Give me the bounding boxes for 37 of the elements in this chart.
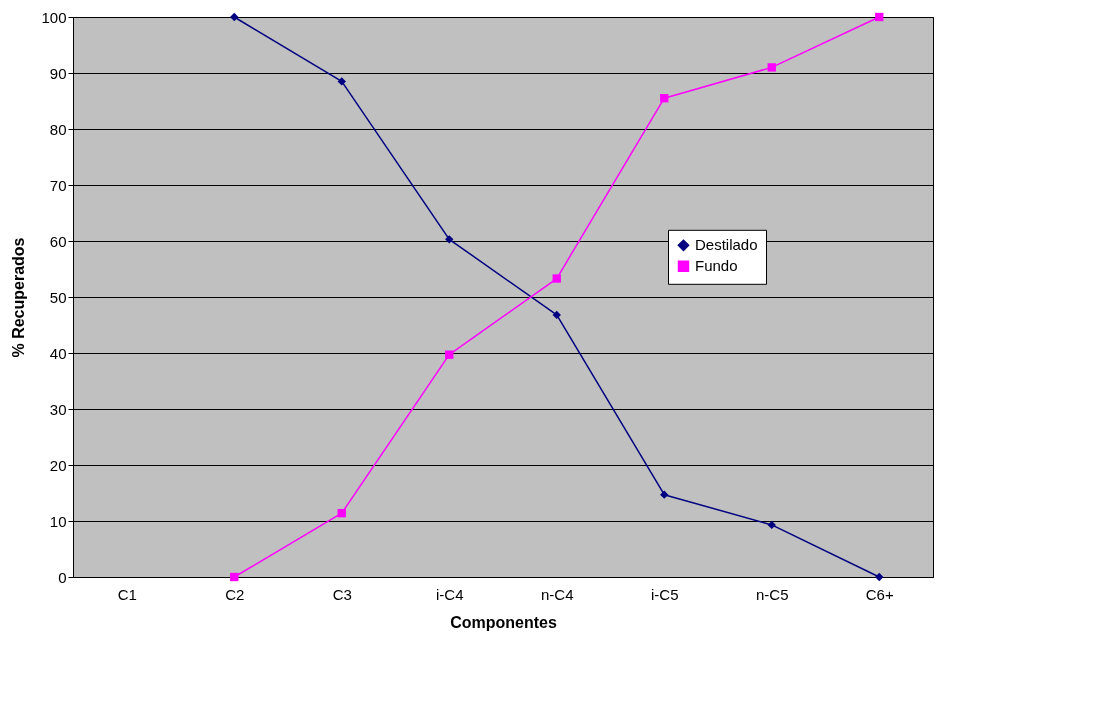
y-tick-label: 80 bbox=[49, 120, 67, 138]
point bbox=[875, 572, 884, 582]
x-tick-label: i-C5 bbox=[650, 585, 679, 603]
point bbox=[875, 12, 884, 22]
x-tick-label: n-C5 bbox=[755, 585, 789, 603]
y-axis-title: % Recuperados bbox=[10, 237, 28, 358]
point bbox=[660, 490, 669, 499]
x-tick-label: C6+ bbox=[865, 585, 894, 603]
x-tick-label: C3 bbox=[332, 585, 352, 603]
y-tick-label: 40 bbox=[49, 344, 67, 362]
x-tick-label: i-C4 bbox=[435, 585, 464, 603]
y-tick-label: 60 bbox=[49, 232, 67, 250]
point bbox=[767, 520, 776, 530]
point bbox=[445, 235, 454, 244]
point bbox=[552, 274, 561, 283]
point bbox=[552, 310, 561, 320]
point bbox=[445, 350, 454, 359]
point bbox=[660, 94, 669, 103]
y-tick-label: 70 bbox=[49, 176, 67, 194]
point bbox=[767, 63, 776, 72]
x-tick-label: C2 bbox=[225, 585, 245, 603]
legend-label: Destilado bbox=[695, 236, 758, 254]
legend-label: Fundo bbox=[695, 257, 738, 275]
point bbox=[337, 508, 346, 518]
y-tick-label: 30 bbox=[49, 400, 67, 418]
y-tick-label: 20 bbox=[49, 456, 67, 474]
x-tick-label: n-C4 bbox=[540, 585, 574, 603]
x-axis-title: Componentes bbox=[450, 613, 557, 631]
y-tick-label: 0 bbox=[58, 568, 67, 586]
point bbox=[230, 12, 239, 22]
y-tick-label: 90 bbox=[49, 64, 67, 82]
y-tick-label: 50 bbox=[49, 288, 67, 306]
point bbox=[230, 572, 239, 582]
y-tick-label: 100 bbox=[41, 8, 67, 26]
point bbox=[337, 77, 346, 86]
x-tick-label: C1 bbox=[117, 585, 137, 603]
y-tick-label: 10 bbox=[49, 512, 67, 530]
